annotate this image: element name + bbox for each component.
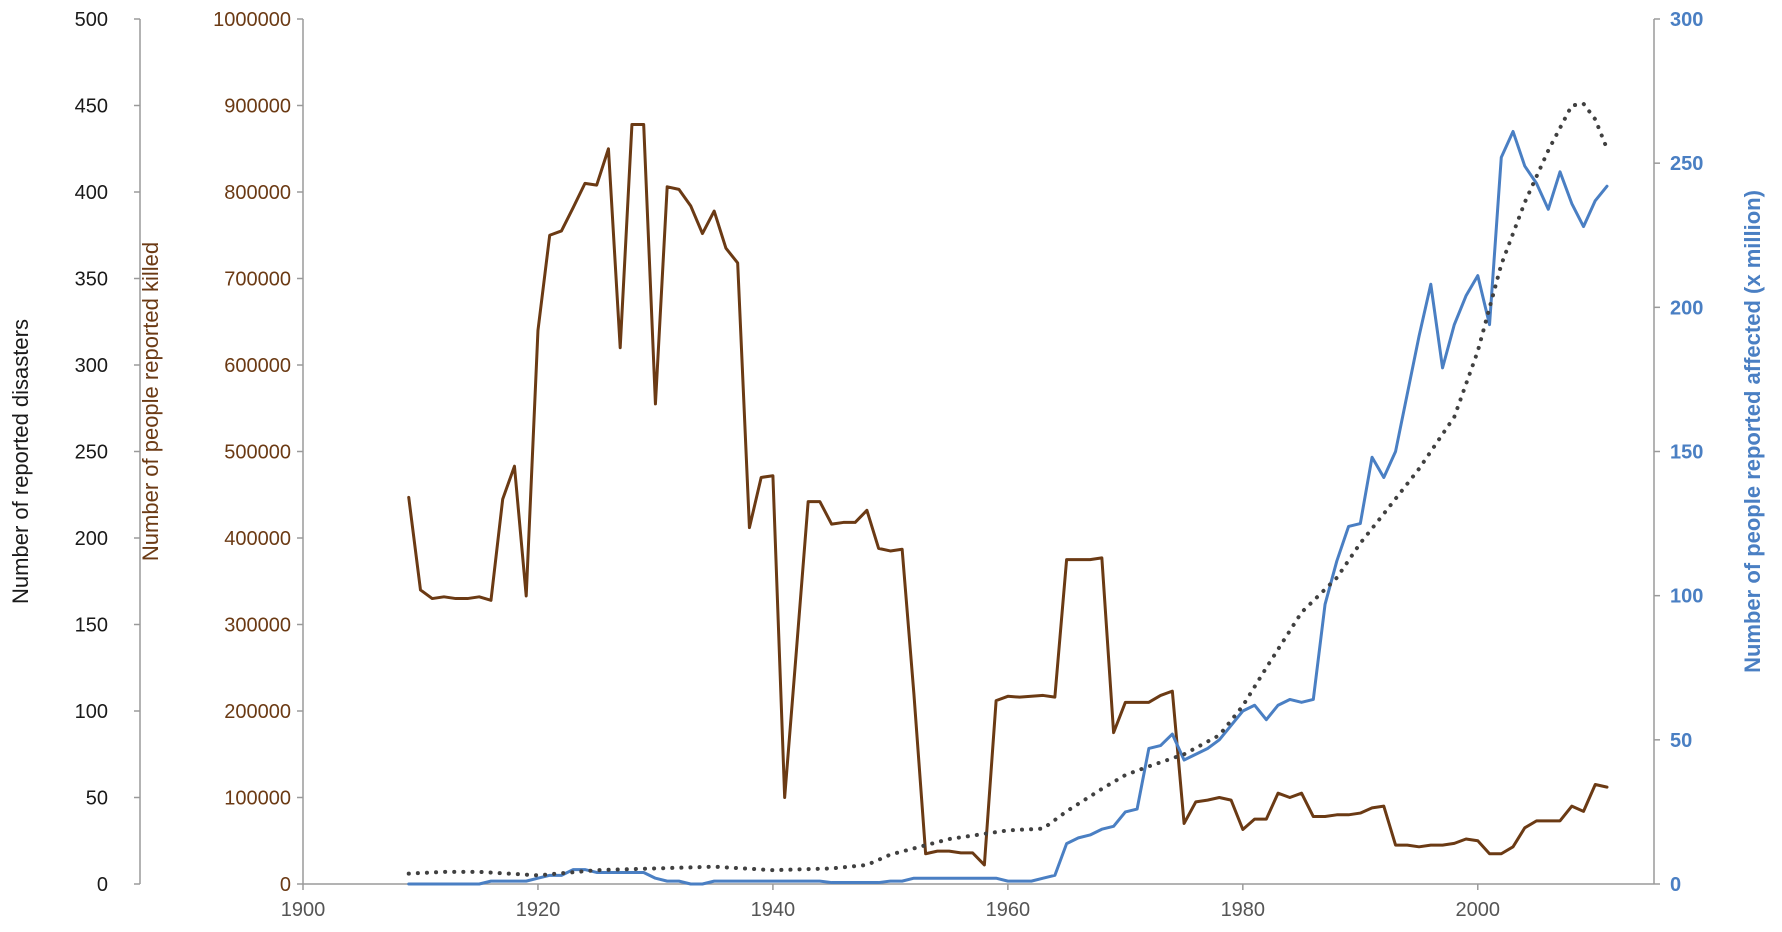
x-tick-label: 2000 bbox=[1456, 899, 1501, 921]
disasters-tick-label: 100 bbox=[75, 701, 108, 723]
disasters-axis-title: Number of reported disasters bbox=[8, 319, 33, 604]
disasters-tick-label: 150 bbox=[75, 615, 108, 637]
affected-tick-label: 300 bbox=[1670, 9, 1703, 31]
series bbox=[406, 101, 1610, 886]
killed-tick-label: 1000000 bbox=[213, 9, 291, 31]
killed-tick-label: 700000 bbox=[224, 269, 291, 291]
killed-series-line bbox=[407, 123, 1609, 867]
labels: 0501001502002503003504004505000100000200… bbox=[8, 9, 1765, 921]
x-tick-label: 1920 bbox=[516, 899, 561, 921]
killed-tick-label: 0 bbox=[280, 874, 291, 896]
disasters-tick-label: 300 bbox=[75, 355, 108, 377]
affected-tick-label: 200 bbox=[1670, 297, 1703, 319]
disasters-tick-label: 250 bbox=[75, 442, 108, 464]
affected-tick-label: 100 bbox=[1670, 586, 1703, 608]
disasters-tick-label: 400 bbox=[75, 182, 108, 204]
disasters-tick-label: 50 bbox=[86, 788, 108, 810]
killed-tick-label: 300000 bbox=[224, 615, 291, 637]
disasters-series-line bbox=[406, 101, 1610, 878]
affected-tick-label: 50 bbox=[1670, 730, 1692, 752]
axes bbox=[134, 18, 1660, 890]
affected-tick-label: 250 bbox=[1670, 153, 1703, 175]
killed-tick-label: 200000 bbox=[224, 701, 291, 723]
killed-axis-title: Number of people reported killed bbox=[138, 242, 163, 561]
affected-axis-title: Number of people reported affected (x mi… bbox=[1740, 190, 1765, 673]
x-tick-label: 1980 bbox=[1221, 899, 1266, 921]
killed-tick-label: 400000 bbox=[224, 528, 291, 550]
affected-tick-label: 0 bbox=[1670, 874, 1681, 896]
disasters-tick-label: 500 bbox=[75, 9, 108, 31]
x-tick-label: 1940 bbox=[751, 899, 796, 921]
disasters-tick-label: 450 bbox=[75, 96, 108, 118]
x-tick-label: 1960 bbox=[986, 899, 1031, 921]
disasters-tick-label: 350 bbox=[75, 269, 108, 291]
killed-tick-label: 900000 bbox=[224, 96, 291, 118]
killed-tick-label: 800000 bbox=[224, 182, 291, 204]
affected-tick-label: 150 bbox=[1670, 442, 1703, 464]
disasters-tick-label: 200 bbox=[75, 528, 108, 550]
killed-tick-label: 500000 bbox=[224, 442, 291, 464]
killed-tick-label: 100000 bbox=[224, 788, 291, 810]
affected-series-line bbox=[407, 129, 1609, 886]
killed-tick-label: 600000 bbox=[224, 355, 291, 377]
disasters-tick-label: 0 bbox=[97, 874, 108, 896]
x-tick-label: 1900 bbox=[281, 899, 326, 921]
